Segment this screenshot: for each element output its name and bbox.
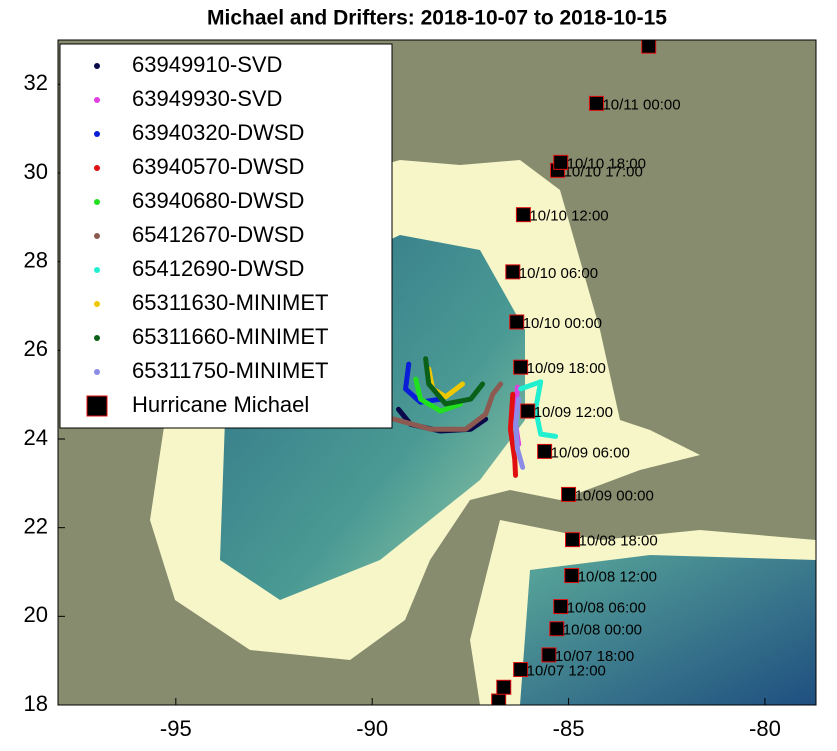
hurricane-time-label: 10/08 18:00 — [578, 533, 657, 550]
hurricane-position — [588, 95, 604, 111]
chart-title: Michael and Drifters: 2018-10-07 to 2018… — [207, 7, 667, 30]
y-tick-label: 24 — [24, 425, 48, 450]
hurricane-position — [520, 403, 536, 419]
legend-label: 63949930-SVD — [132, 86, 282, 111]
hurricane-time-label: 10/09 06:00 — [551, 444, 630, 461]
legend-marker — [94, 369, 100, 375]
hurricane-time-label: 10/08 06:00 — [567, 600, 646, 617]
legend-label: 63940320-DWSD — [132, 120, 304, 145]
hurricane-position — [513, 359, 529, 375]
hurricane-position — [641, 40, 657, 54]
hurricane-position — [491, 693, 507, 705]
legend-label: 63949910-SVD — [132, 52, 282, 77]
hurricane-time-label: 10/08 12:00 — [578, 569, 657, 586]
hurricane-time-label: 10/09 18:00 — [527, 360, 606, 377]
hurricane-time-label: 10/09 12:00 — [534, 404, 613, 421]
legend-marker — [94, 63, 100, 69]
x-tick-label: -85 — [553, 716, 585, 741]
y-tick-label: 32 — [24, 70, 48, 95]
x-tick-label: -95 — [160, 716, 192, 741]
drifter-track — [391, 381, 504, 432]
drifter-track — [518, 379, 559, 439]
x-tick-label: -90 — [356, 716, 388, 741]
hurricane-time-label: 10/08 00:00 — [563, 622, 642, 639]
hurricane-time-label: 10/10 12:00 — [529, 208, 608, 225]
legend-marker — [94, 267, 100, 273]
hurricane-time-label: 10/11 00:00 — [602, 96, 680, 113]
y-tick-label: 20 — [24, 602, 48, 627]
y-tick-label: 18 — [24, 691, 48, 716]
hurricane-time-label: 10/09 00:00 — [575, 487, 654, 504]
hurricane-position — [505, 264, 521, 280]
hurricane-time-label: 10/07 12:00 — [527, 663, 606, 680]
legend-marker — [94, 335, 100, 341]
hurricane-position — [541, 647, 557, 663]
y-tick-label: 30 — [24, 159, 48, 184]
legend-label: 63940680-DWSD — [132, 188, 304, 213]
hurricane-time-label: 10/10 17:00 — [564, 163, 643, 180]
hurricane-position — [549, 621, 565, 637]
legend-label: 65412690-DWSD — [132, 256, 304, 281]
legend-label: 65311750-MINIMET — [132, 358, 328, 383]
hurricane-position — [537, 443, 553, 459]
hurricane-position — [553, 154, 569, 170]
hurricane-time-label: 10/10 18:00 — [567, 155, 646, 172]
legend-label: 65311630-MINIMET — [132, 290, 328, 315]
hurricane-position — [564, 568, 580, 584]
drifter-track — [513, 396, 526, 470]
legend-marker — [94, 131, 100, 137]
legend-marker — [94, 97, 100, 103]
legend-label: 65311660-MINIMET — [132, 324, 328, 349]
legend-marker — [94, 301, 100, 307]
legend-marker — [94, 165, 100, 171]
legend-marker — [94, 233, 100, 239]
y-tick-label: 26 — [24, 336, 48, 361]
hurricane-time-label: 10/10 06:00 — [519, 265, 598, 282]
legend-marker — [94, 199, 100, 205]
drifter-track — [423, 356, 486, 407]
legend-label: 65412670-DWSD — [132, 222, 304, 247]
axes-box — [57, 39, 817, 706]
hurricane-position — [564, 532, 580, 548]
legend-label: 63940570-DWSD — [132, 154, 304, 179]
map-background — [58, 40, 816, 705]
hurricane-position — [515, 207, 531, 223]
x-tick-label: -80 — [749, 716, 781, 741]
hurricane-position — [496, 679, 512, 695]
y-tick-label: 22 — [24, 513, 48, 538]
hurricane-position — [553, 599, 569, 615]
drifter-track — [403, 361, 444, 405]
hurricane-position — [513, 662, 529, 678]
hurricane-time-label: 10/07 18:00 — [555, 648, 634, 665]
hurricane-time-label: 10/10 00:00 — [523, 315, 602, 332]
legend-label: Hurricane Michael — [132, 392, 309, 417]
legend-box — [59, 43, 393, 429]
hurricane-position — [561, 486, 577, 502]
hurricane-position — [509, 314, 525, 330]
drifter-track — [413, 376, 464, 414]
drifter-track — [507, 391, 519, 478]
legend-marker — [86, 395, 108, 417]
y-tick-label: 28 — [24, 247, 48, 272]
